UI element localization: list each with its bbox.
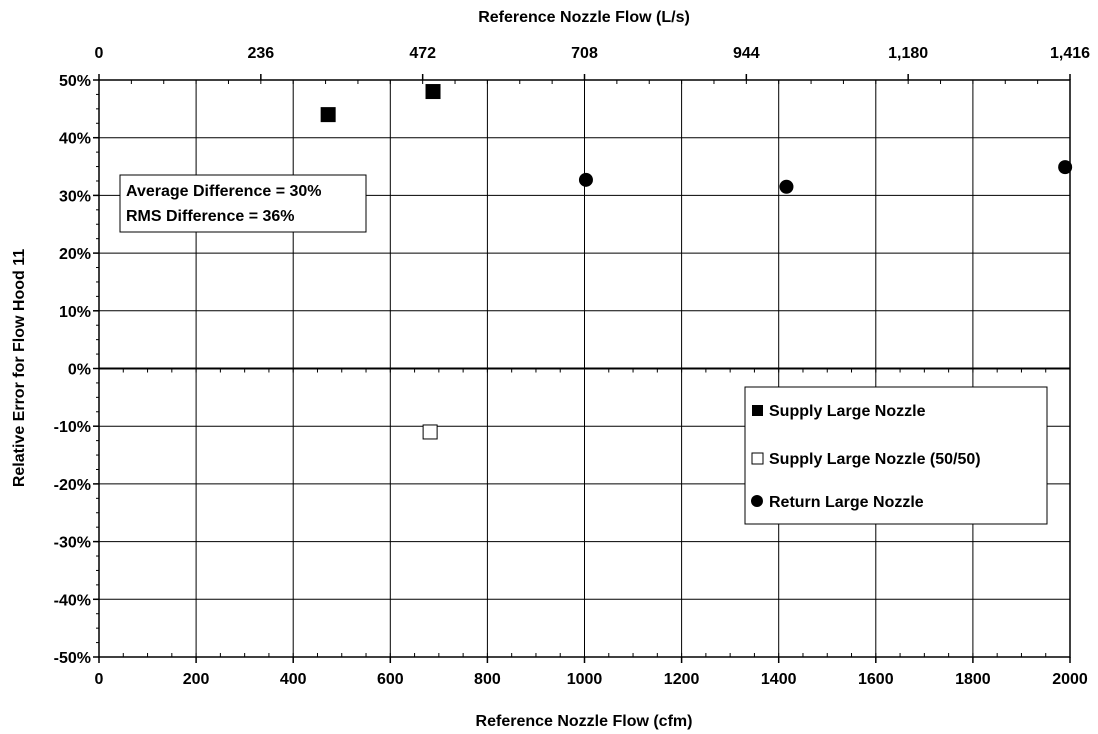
data-point-open-square <box>422 424 438 440</box>
legend-marker-filled-circle <box>751 495 763 507</box>
secondary-x-axis-tick-labels: 0 236 472 708 944 1,180 1,416 <box>95 45 1091 62</box>
x-tick-label: 200 <box>183 671 210 688</box>
x-tick-label: 1800 <box>955 671 991 688</box>
x-tick-label: 600 <box>377 671 404 688</box>
y-axis-tick-labels: 50% 40% 30% 20% 10% 0% -10% -20% -30% -40% -50% <box>54 73 91 667</box>
x-tick-label: 1000 <box>567 671 603 688</box>
data-point-circle <box>1058 160 1073 175</box>
x2-tick-label: 1,180 <box>888 45 928 62</box>
annotation-rms-difference: RMS Difference = 36% <box>126 208 295 225</box>
y-tick-label: 50% <box>59 73 91 90</box>
y-axis-title: Relative Error for Flow Hood 11 <box>11 249 28 487</box>
annotation-frame <box>119 174 367 233</box>
legend-marker-open-square <box>751 452 764 465</box>
y-tick-label: -20% <box>54 477 91 494</box>
x-tick-label: 1600 <box>858 671 894 688</box>
x2-tick-label: 944 <box>733 45 760 62</box>
legend-label-supply-large-nozzle: Supply Large Nozzle <box>769 403 926 420</box>
data-point-circle <box>779 179 794 194</box>
y-tick-label: -40% <box>54 592 91 609</box>
x-tick-label: 2000 <box>1052 671 1088 688</box>
legend-label-supply-large-nozzle-50-50: Supply Large Nozzle (50/50) <box>769 451 981 468</box>
y-tick-label: -50% <box>54 650 91 667</box>
x2-tick-label: 1,416 <box>1050 45 1090 62</box>
x-tick-label: 800 <box>474 671 501 688</box>
x2-tick-label: 708 <box>571 45 598 62</box>
x2-tick-label: 0 <box>95 45 104 62</box>
legend: Supply Large Nozzle Supply Large Nozzle … <box>744 386 1048 525</box>
legend-label-return-large-nozzle: Return Large Nozzle <box>769 494 924 511</box>
x-tick-label: 1400 <box>761 671 797 688</box>
legend-marker-filled-square <box>752 405 763 416</box>
y-tick-label: 10% <box>59 304 91 321</box>
legend-frame <box>744 386 1048 525</box>
data-point-filled-square <box>425 84 441 100</box>
x2-tick-label: 472 <box>409 45 436 62</box>
x-tick-label: 1200 <box>664 671 700 688</box>
x-axis-title: Reference Nozzle Flow (cfm) <box>476 713 693 730</box>
data-point-circle <box>578 172 593 187</box>
data-point-filled-square <box>320 107 336 123</box>
y-tick-label: 0% <box>68 362 91 379</box>
x2-axis-title: Reference Nozzle Flow (L/s) <box>478 9 690 26</box>
x-tick-label: 0 <box>95 671 104 688</box>
gridlines <box>93 79 1071 663</box>
x2-tick-label: 236 <box>247 45 274 62</box>
y-tick-label: -30% <box>54 535 91 552</box>
y-tick-label: -10% <box>54 419 91 436</box>
stats-annotation-box: Average Difference = 30% RMS Difference … <box>119 174 367 233</box>
x-tick-label: 400 <box>280 671 307 688</box>
data-points <box>320 84 1073 440</box>
annotation-average-difference: Average Difference = 30% <box>126 183 322 200</box>
x-axis-tick-labels: 0 200 400 600 800 1000 1200 1400 1600 1800 2000 <box>95 671 1088 688</box>
minor-tick-marks <box>96 74 1071 658</box>
y-tick-label: 20% <box>59 246 91 263</box>
y-tick-label: 40% <box>59 131 91 148</box>
y-tick-label: 30% <box>59 188 91 205</box>
